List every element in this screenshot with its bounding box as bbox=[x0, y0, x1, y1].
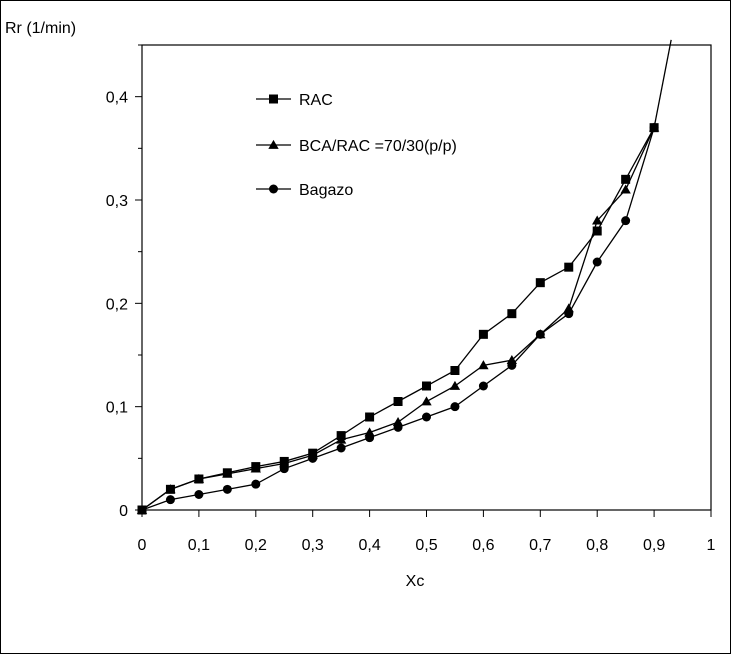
data-point bbox=[507, 309, 517, 319]
data-point bbox=[336, 443, 346, 453]
axes: 0 0,1 0,2 0,3 0,4 0,5 0,6 0,7 0,8 0,9 1 0 0,1 0,2 0,3 0… bbox=[106, 44, 716, 554]
data-point bbox=[393, 397, 403, 406]
y-axis-label: Rr (1/min) bbox=[5, 20, 76, 37]
series-triangle bbox=[136, 122, 660, 514]
data-point bbox=[449, 380, 461, 390]
data-point bbox=[592, 226, 602, 236]
legend-marker bbox=[268, 139, 279, 149]
data-point bbox=[421, 396, 432, 406]
legend-entry-triangle: BCA/RAC =70/30(p/p) bbox=[256, 138, 457, 155]
legend-label: BCA/RAC =70/30(p/p) bbox=[299, 138, 457, 155]
x-tick-label: 0,4 bbox=[358, 537, 380, 554]
legend-label: Bagazo bbox=[299, 182, 353, 199]
x-tick-label: 0,7 bbox=[529, 537, 551, 554]
data-point bbox=[365, 412, 375, 422]
data-point bbox=[478, 360, 489, 370]
data-point bbox=[478, 329, 488, 339]
x-tick-label: 0,3 bbox=[302, 537, 324, 554]
x-axis-label: Xc bbox=[406, 573, 425, 590]
data-point bbox=[193, 473, 205, 483]
data-point bbox=[621, 174, 631, 184]
y-tick-label: 0,3 bbox=[106, 193, 128, 210]
y-tick-label: 0,1 bbox=[106, 400, 128, 417]
y-tick-label: 0,4 bbox=[106, 90, 128, 107]
data-point bbox=[535, 278, 545, 288]
x-tick-label: 1 bbox=[707, 537, 716, 554]
x-tick-label: 0,2 bbox=[245, 537, 267, 554]
series-line bbox=[141, 127, 655, 511]
data-point bbox=[393, 422, 403, 432]
series-line bbox=[141, 127, 655, 511]
data-point bbox=[194, 490, 204, 499]
data-point bbox=[279, 464, 289, 474]
series-square bbox=[137, 123, 659, 515]
data-point bbox=[422, 412, 431, 422]
data-point bbox=[335, 434, 347, 444]
data-point bbox=[308, 453, 318, 463]
legend-entry-square: RAC bbox=[256, 92, 333, 109]
legend-entry-circle: Bagazo bbox=[256, 182, 353, 199]
x-tick-label: 0,9 bbox=[643, 537, 665, 554]
plot-frame bbox=[141, 44, 712, 511]
x-tick-label: 0,6 bbox=[472, 537, 494, 554]
data-point bbox=[620, 184, 631, 194]
legend: RAC BCA/RAC =70/30(p/p) Bagazo bbox=[256, 92, 457, 199]
data-point bbox=[478, 381, 488, 391]
data-point bbox=[251, 479, 261, 489]
series-layer bbox=[136, 39, 672, 515]
data-point bbox=[621, 216, 631, 226]
x-tick-label: 0 bbox=[138, 537, 147, 554]
x-tick-label: 0,5 bbox=[415, 537, 437, 554]
data-point bbox=[564, 309, 574, 319]
y-tick-label: 0,2 bbox=[106, 296, 128, 313]
x-tick-label: 0,1 bbox=[188, 537, 210, 554]
data-point bbox=[535, 329, 545, 339]
x-tick-label: 0,8 bbox=[586, 537, 608, 554]
data-point bbox=[450, 402, 460, 412]
legend-marker bbox=[269, 94, 278, 104]
data-point bbox=[222, 484, 232, 494]
data-point bbox=[649, 123, 659, 133]
data-point bbox=[422, 381, 431, 391]
data-point bbox=[222, 468, 233, 478]
y-tick-label: 0 bbox=[119, 503, 128, 520]
data-point bbox=[564, 262, 574, 272]
series-line bbox=[141, 127, 655, 511]
data-point bbox=[450, 366, 460, 375]
data-point bbox=[592, 215, 603, 225]
data-point bbox=[507, 360, 517, 370]
series-circle bbox=[137, 123, 659, 515]
data-point bbox=[137, 505, 147, 515]
legend-marker bbox=[269, 184, 278, 194]
data-point bbox=[365, 433, 375, 443]
data-point bbox=[165, 495, 175, 505]
data-point bbox=[592, 257, 602, 267]
data-point bbox=[165, 484, 176, 494]
legend-label: RAC bbox=[299, 92, 333, 109]
data-point bbox=[250, 463, 261, 473]
extrapolation-line bbox=[653, 39, 672, 128]
